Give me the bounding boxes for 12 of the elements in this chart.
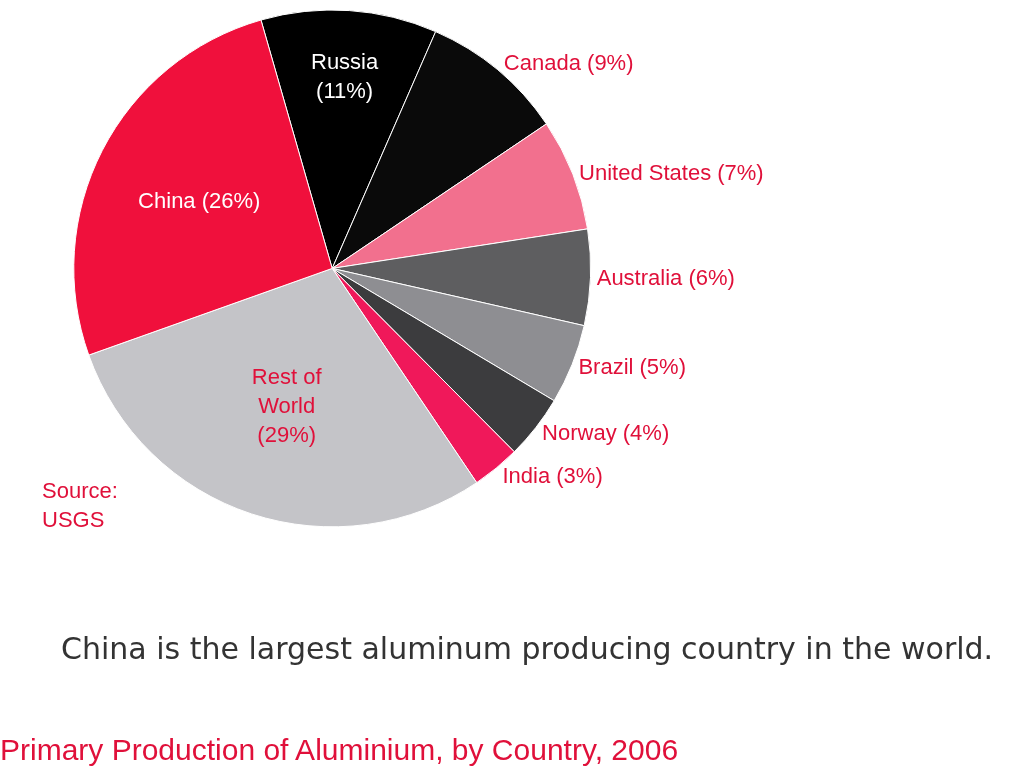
slice-label: Canada (9%) bbox=[503, 50, 634, 75]
slice-label: United States (7%) bbox=[579, 159, 764, 185]
source-note: Source: USGS bbox=[42, 478, 118, 532]
slice-label: Rest of World (29%) bbox=[251, 364, 323, 447]
slice-label: Norway (4%) bbox=[542, 419, 670, 445]
slice-label: Russia (11%) bbox=[310, 49, 379, 103]
slice-label: India (3%) bbox=[502, 463, 603, 489]
slice-label: Brazil (5%) bbox=[578, 353, 686, 379]
text: China is the largest aluminum producing country in the world. bbox=[61, 631, 994, 666]
slice-label: China (26%) bbox=[138, 187, 261, 213]
text: Primary Production of Aluminium, by Country, 2006 bbox=[0, 733, 679, 767]
slice-label: Australia (6%) bbox=[596, 264, 735, 290]
